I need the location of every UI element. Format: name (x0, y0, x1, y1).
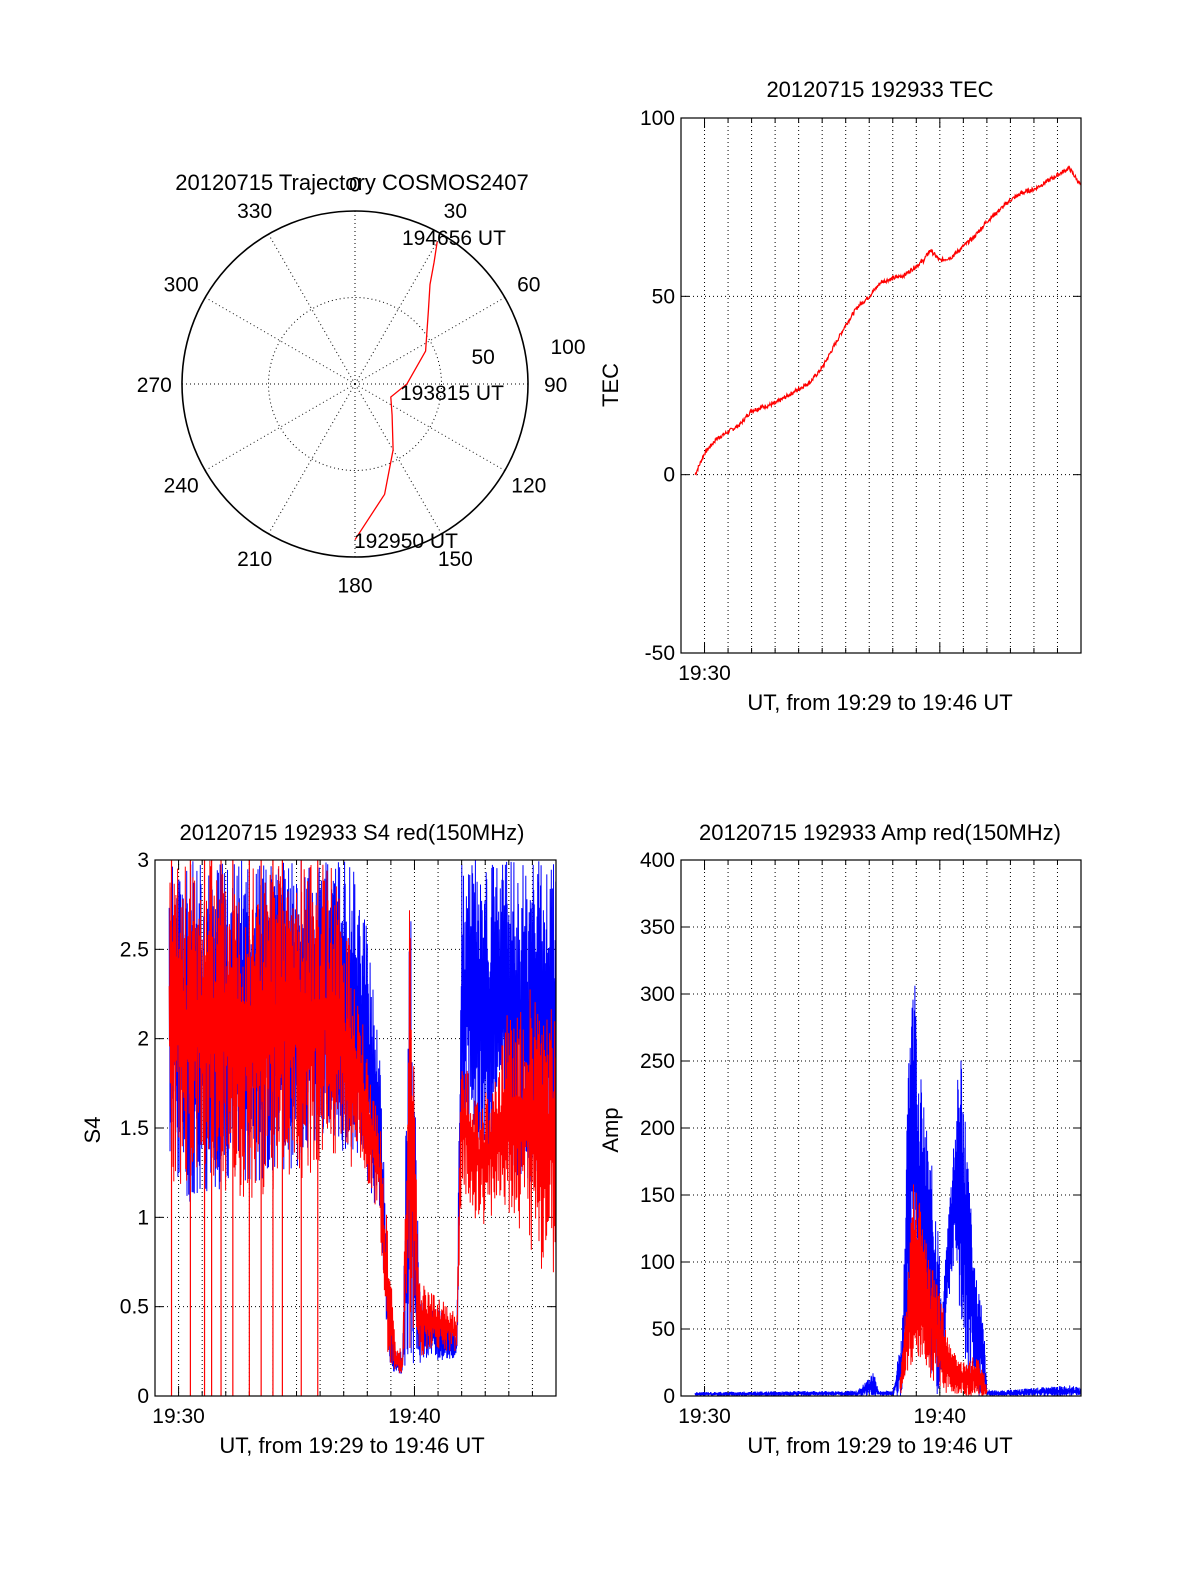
polar-angle-label: 90 (544, 374, 567, 397)
amp-ytick-label: 300 (640, 983, 675, 1006)
amp-series-layer (694, 985, 1081, 1396)
polar-annotation-start: 192950 UT (354, 530, 458, 553)
polar-radial-label: 100 (550, 336, 585, 359)
s4-xlabel: UT, from 19:29 to 19:46 UT (219, 1433, 484, 1458)
s4-panel: 20120715 192933 S4 red(150MHz) UT, from … (80, 820, 557, 1458)
polar-angle-label: 330 (237, 200, 272, 223)
s4-ytick-label: 1.5 (120, 1117, 149, 1140)
polar-spoke (268, 383, 356, 535)
polar-spoke (354, 297, 506, 385)
s4-ytick-label: 2 (137, 1028, 149, 1051)
polar-angle-label: 240 (164, 474, 199, 497)
tec-title: 20120715 192933 TEC (766, 77, 993, 102)
polar-title: 20120715 Trajectory COSMOS2407 (175, 170, 528, 195)
polar-radial-label: 50 (472, 346, 495, 369)
polar-angle-label: 180 (337, 575, 372, 598)
s4-title: 20120715 192933 S4 red(150MHz) (180, 820, 525, 845)
amp-ytick-label: 50 (652, 1318, 675, 1341)
tec-series-line (694, 165, 1082, 476)
amp-xtick-label: 19:30 (678, 1405, 731, 1428)
tec-xlabel: UT, from 19:29 to 19:46 UT (747, 690, 1012, 715)
tec-ytick-label: -50 (645, 642, 675, 665)
s4-ylabel: S4 (80, 1117, 105, 1144)
polar-angle-label: 300 (164, 274, 199, 297)
amp-title: 20120715 192933 Amp red(150MHz) (699, 820, 1061, 845)
s4-xtick-label: 19:30 (152, 1405, 205, 1428)
amp-plot-frame (680, 859, 1082, 1397)
tec-ylabel: TEC (598, 363, 623, 407)
tec-panel: 20120715 192933 TEC UT, from 19:29 to 19… (598, 77, 1082, 715)
s4-plot-frame (154, 859, 557, 1397)
polar-spoke (354, 383, 506, 471)
polar-annotation-mid: 193815 UT (400, 382, 504, 405)
polar-angle-label: 120 (511, 474, 546, 497)
polar-angle-label: 30 (444, 200, 467, 223)
amp-ylabel: Amp (598, 1107, 623, 1152)
polar-angle-label: 60 (517, 274, 540, 297)
polar-spoke (204, 383, 356, 471)
s4-ytick-label: 0 (137, 1385, 149, 1408)
polar-angle-label: 270 (137, 374, 172, 397)
tec-ytick-label: 100 (640, 107, 675, 130)
polar-grid-circle (268, 297, 442, 471)
s4-xtick-label: 19:40 (388, 1405, 441, 1428)
polar-trajectory-panel: 20120715 Trajectory COSMOS2407 0 30 60 90 12… (137, 170, 586, 598)
polar-outer-circle (181, 210, 529, 558)
polar-spoke (204, 297, 356, 385)
amp-ytick-label: 150 (640, 1184, 675, 1207)
amp-ytick-label: 250 (640, 1050, 675, 1073)
polar-spoke (354, 233, 442, 385)
amp-ytick-label: 400 (640, 849, 675, 872)
s4-ytick-label: 3 (137, 849, 149, 872)
amp-ytick-label: 0 (663, 1385, 675, 1408)
s4-series-1-line (168, 860, 556, 1374)
amp-series-1-line (899, 1184, 988, 1396)
amp-ytick-label: 350 (640, 916, 675, 939)
tec-ytick-label: 50 (652, 285, 675, 308)
amp-xtick-label: 19:40 (914, 1405, 967, 1428)
polar-angle-label: 0 (349, 173, 361, 196)
tec-ytick-label: 0 (663, 464, 675, 487)
s4-ytick-label: 1 (137, 1206, 149, 1229)
polar-angle-label: 210 (237, 548, 272, 571)
polar-angle-label: 150 (438, 548, 473, 571)
amp-series-0-line (694, 985, 1081, 1396)
s4-ytick-label: 2.5 (120, 938, 149, 961)
polar-trajectory-line (354, 241, 438, 541)
amp-panel: 20120715 192933 Amp red(150MHz) UT, from… (598, 820, 1082, 1458)
tec-plot-frame (680, 117, 1082, 654)
s4-ytick-label: 0.5 (120, 1296, 149, 1319)
amp-xlabel: UT, from 19:29 to 19:46 UT (747, 1433, 1012, 1458)
polar-annotation-end: 194656 UT (402, 227, 506, 250)
amp-ytick-label: 100 (640, 1251, 675, 1274)
s4-series-layer (168, 860, 556, 1396)
amp-ytick-label: 200 (640, 1117, 675, 1140)
tec-xtick-label: 19:30 (678, 662, 731, 685)
polar-spoke (354, 383, 442, 535)
polar-spoke (268, 233, 356, 385)
